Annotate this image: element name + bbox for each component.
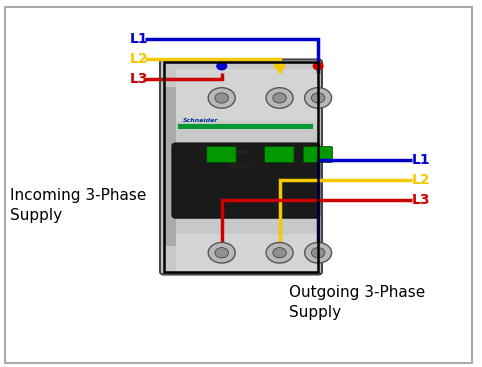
Circle shape — [311, 93, 325, 103]
Circle shape — [311, 248, 325, 258]
FancyBboxPatch shape — [265, 146, 294, 163]
Text: Outgoing 3-Phase
Supply: Outgoing 3-Phase Supply — [289, 286, 426, 320]
Circle shape — [305, 88, 332, 108]
Circle shape — [305, 243, 332, 263]
Circle shape — [273, 93, 286, 103]
Text: L1: L1 — [130, 32, 149, 46]
Bar — [178, 124, 313, 129]
Bar — [176, 69, 318, 121]
FancyBboxPatch shape — [303, 146, 333, 163]
FancyBboxPatch shape — [207, 146, 236, 163]
Text: L3: L3 — [130, 72, 148, 86]
Text: L2: L2 — [412, 173, 431, 187]
Circle shape — [215, 248, 228, 258]
Text: L2: L2 — [130, 52, 149, 66]
FancyBboxPatch shape — [160, 59, 322, 275]
Circle shape — [266, 243, 293, 263]
Text: L3: L3 — [412, 193, 430, 207]
Circle shape — [273, 248, 286, 258]
Bar — [176, 234, 318, 272]
Text: Multi9: Multi9 — [230, 164, 252, 170]
FancyBboxPatch shape — [172, 143, 320, 218]
Circle shape — [215, 93, 228, 103]
Bar — [164, 87, 176, 247]
Text: Incoming 3-Phase
Supply: Incoming 3-Phase Supply — [10, 188, 146, 223]
Text: C60H: C60H — [234, 150, 248, 155]
Circle shape — [313, 62, 323, 70]
Circle shape — [208, 243, 235, 263]
Circle shape — [208, 88, 235, 108]
Text: Schneider: Schneider — [183, 118, 219, 123]
Text: L1: L1 — [412, 153, 431, 167]
Circle shape — [217, 62, 227, 70]
Circle shape — [275, 62, 284, 70]
Circle shape — [266, 88, 293, 108]
Bar — [164, 62, 318, 272]
